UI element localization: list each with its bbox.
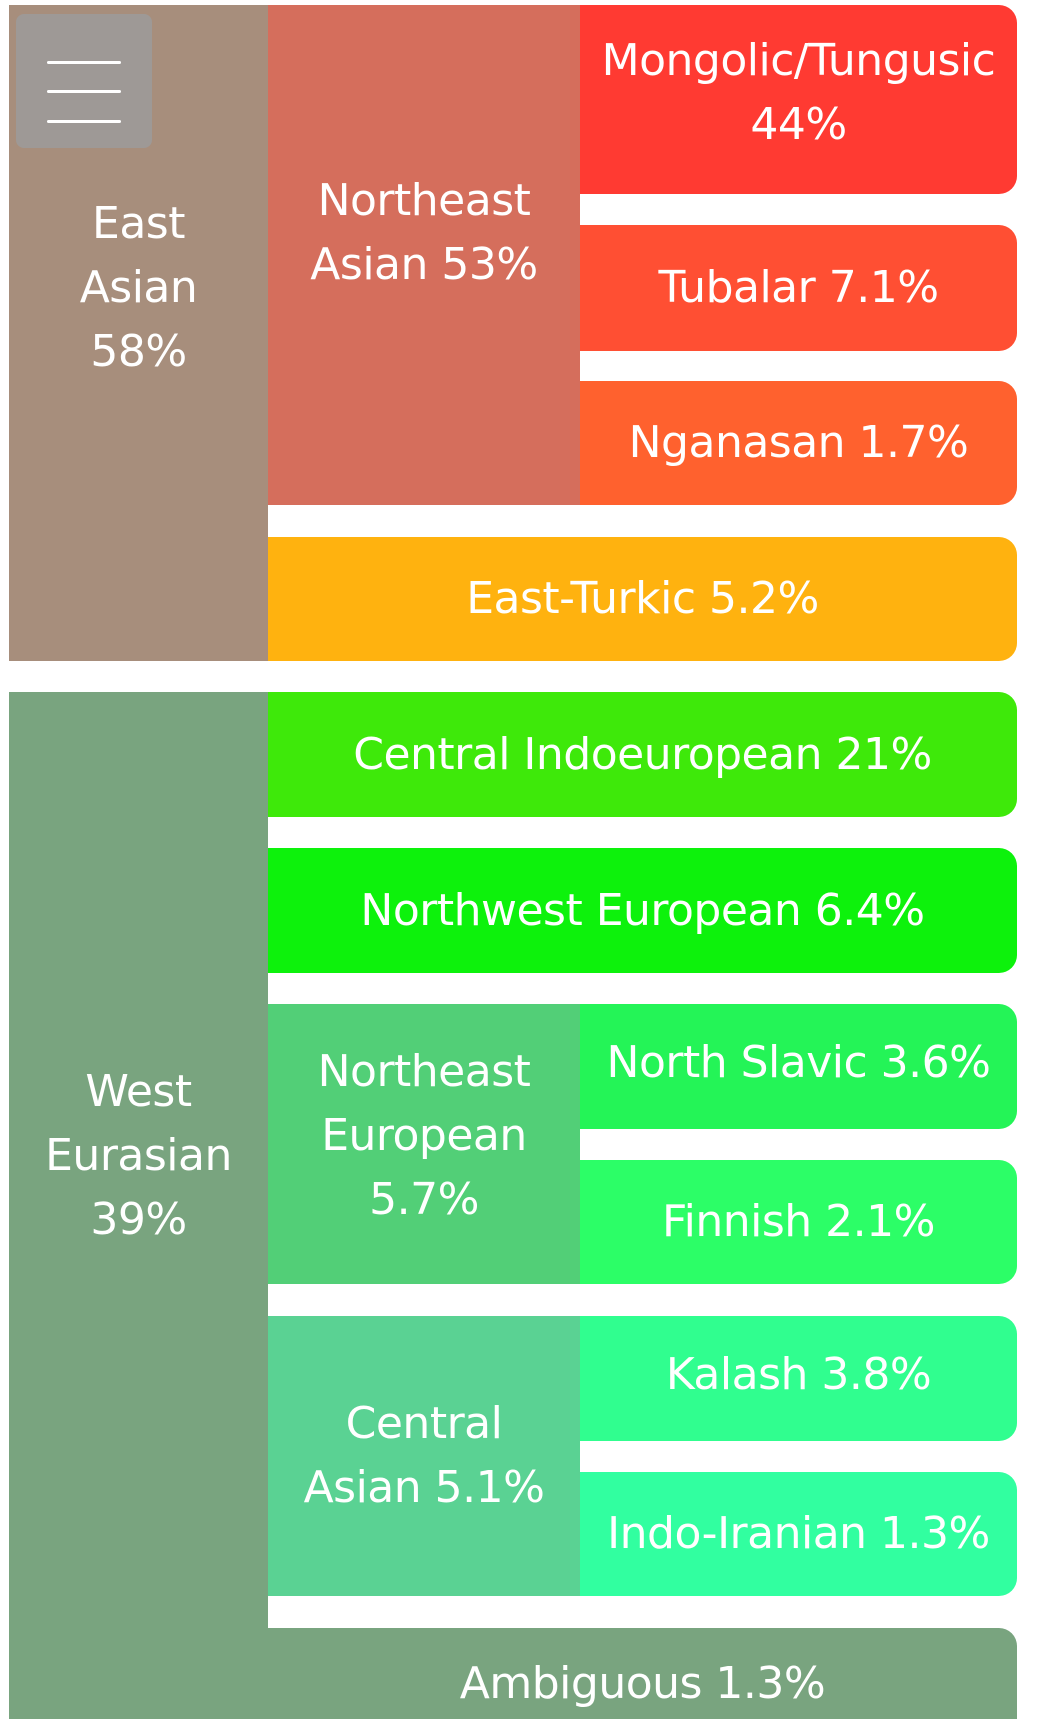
hamburger-menu-icon-bar (47, 90, 121, 93)
population-indo-iranian[interactable]: Indo-Iranian 1.3% (580, 1472, 1017, 1596)
population-nganasan[interactable]: Nganasan 1.7% (580, 381, 1017, 505)
population-northwest-european[interactable]: Northwest European 6.4% (268, 848, 1017, 973)
population-kalash[interactable]: Kalash 3.8% (580, 1316, 1017, 1441)
population-finnish[interactable]: Finnish 2.1% (580, 1160, 1017, 1284)
population-east-turkic[interactable]: East-Turkic 5.2% (268, 537, 1017, 661)
hamburger-menu-icon (47, 61, 121, 64)
hamburger-menu-icon-bar (47, 120, 121, 123)
region-central-asian[interactable]: Central Asian 5.1% (268, 1316, 580, 1596)
hamburger-menu-button[interactable] (16, 14, 152, 148)
region-northeast-european[interactable]: Northeast European 5.7% (268, 1004, 580, 1284)
population-ambiguous[interactable]: Ambiguous 1.3% (268, 1628, 1017, 1719)
population-north-slavic[interactable]: North Slavic 3.6% (580, 1004, 1017, 1129)
population-tubalar[interactable]: Tubalar 7.1% (580, 225, 1017, 351)
population-mongolic-tungusic[interactable]: Mongolic/Tungusic 44% (580, 5, 1017, 194)
population-central-indoeuropean[interactable]: Central Indoeuropean 21% (268, 692, 1017, 817)
region-west-eurasian[interactable]: West Eurasian 39% (9, 692, 268, 1719)
region-northeast-asian[interactable]: Northeast Asian 53% (268, 5, 580, 505)
